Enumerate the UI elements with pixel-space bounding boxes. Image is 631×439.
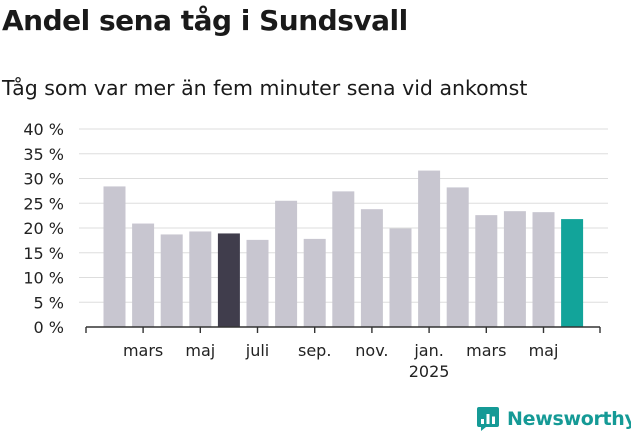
x-tick-label: maj bbox=[185, 341, 215, 360]
bar-2024-09 bbox=[303, 238, 326, 327]
bar-2025-04 bbox=[503, 211, 526, 327]
x-tick-year-label: 2025 bbox=[409, 362, 450, 381]
x-tick-label: sep. bbox=[298, 341, 331, 360]
y-tick-label: 15 % bbox=[23, 244, 64, 263]
bar-2025-05 bbox=[532, 212, 555, 327]
bar-2024-06 bbox=[217, 233, 240, 327]
y-tick-label: 25 % bbox=[23, 194, 64, 213]
bar-2024-07 bbox=[246, 239, 269, 327]
y-tick-label: 35 % bbox=[23, 145, 64, 164]
bar-2024-05 bbox=[189, 231, 212, 327]
y-tick-label: 5 % bbox=[34, 293, 64, 312]
bar-2024-11 bbox=[360, 209, 383, 327]
y-tick-label: 20 % bbox=[23, 219, 64, 238]
brand-logo: Newsworthy bbox=[476, 406, 631, 432]
chart-subtitle: Tåg som var mer än fem minuter sena vid … bbox=[2, 76, 528, 100]
x-tick-label: nov. bbox=[355, 341, 388, 360]
bar-2025-03 bbox=[475, 215, 498, 327]
x-tick-label: jan. bbox=[413, 341, 443, 360]
brand-name: Newsworthy bbox=[507, 408, 631, 430]
bar-2024-02 bbox=[103, 186, 126, 327]
chart-title: Andel sena tåg i Sundsvall bbox=[2, 4, 408, 37]
bars bbox=[103, 170, 584, 327]
x-tick-label: mars bbox=[123, 341, 163, 360]
x-tick-label: juli bbox=[245, 341, 269, 360]
x-axis bbox=[85, 326, 601, 333]
y-tick-label: 30 % bbox=[23, 170, 64, 189]
y-axis-tick-labels: 0 % 5 % 10 % 15 % 20 % 25 % 30 % 35 % 40 % bbox=[23, 120, 64, 337]
bar-2025-01 bbox=[418, 170, 441, 327]
bar-2024-04 bbox=[160, 234, 183, 327]
bar-2025-06 bbox=[561, 219, 584, 327]
newsworthy-logo-icon bbox=[477, 407, 499, 431]
y-tick-label: 0 % bbox=[34, 318, 64, 337]
x-tick-label: mars bbox=[466, 341, 506, 360]
y-tick-label: 40 % bbox=[23, 120, 64, 139]
bar-2024-10 bbox=[332, 191, 355, 327]
bar-2024-08 bbox=[275, 200, 298, 327]
bar-2024-03 bbox=[132, 223, 155, 327]
x-tick-label: maj bbox=[529, 341, 559, 360]
bar-2025-02 bbox=[446, 187, 469, 327]
bar-2024-12 bbox=[389, 228, 412, 327]
y-tick-label: 10 % bbox=[23, 269, 64, 288]
x-axis-tick-labels: mars maj juli sep. nov. jan. 2025 mars maj bbox=[123, 341, 558, 381]
